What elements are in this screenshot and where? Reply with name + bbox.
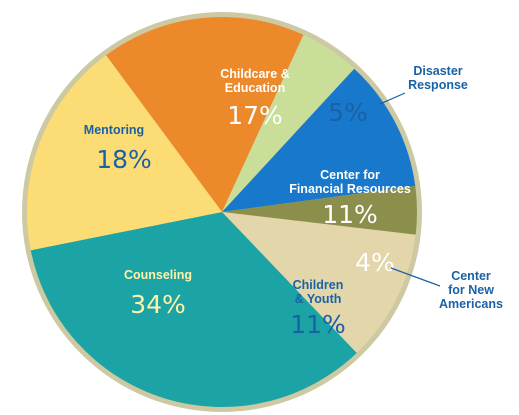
slice-label-2: Center for Financial Resources [289,168,411,196]
leader-line-1 [379,92,406,105]
slice-value-1: 5% [328,98,368,127]
slice-value-3: 4% [355,248,395,277]
slice-label-5: Counseling [124,268,192,282]
pie-slice-4 [222,212,416,353]
pie-slice-3 [222,185,418,235]
pie-slice-1 [222,34,355,213]
slice-label-6: Mentoring [84,123,144,137]
slice-label-4: Children & Youth [293,278,344,306]
pie-slice-5 [30,212,357,407]
slice-label-0: Childcare & Education [220,67,289,95]
slice-value-4: 11% [290,310,346,339]
pie-slices [27,17,418,407]
pie-slice-2 [222,68,416,212]
slice-label-3: Center for New Americans [439,269,503,311]
slice-value-5: 34% [130,290,186,319]
leader-line-3 [390,267,441,287]
slice-value-6: 18% [96,145,152,174]
pie-labels: Childcare & Education 17% Disaster Response 5… [84,64,503,339]
slice-label-1: Disaster Response [408,64,468,92]
pie-slice-0 [106,17,304,213]
slice-value-0: 17% [227,101,283,130]
pie-slice-6 [27,55,222,251]
slice-value-2: 11% [322,200,378,229]
